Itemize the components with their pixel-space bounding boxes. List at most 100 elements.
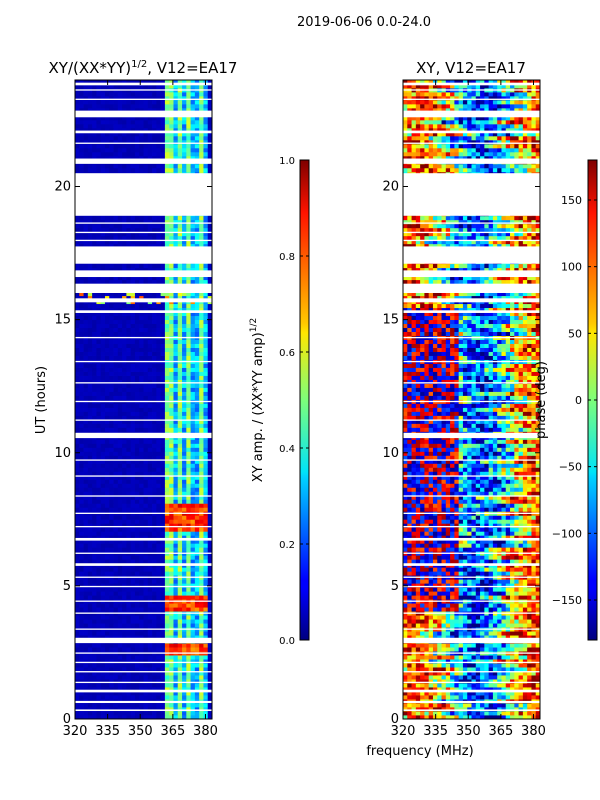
heatmap-cell: [194, 231, 200, 237]
heatmap-cell: [169, 607, 174, 612]
heatmap-cell: [100, 647, 106, 652]
heatmap-cell: [83, 391, 89, 396]
heatmap-cell: [164, 595, 170, 600]
heatmap-cell: [199, 375, 204, 380]
heatmap-cell: [194, 127, 200, 133]
heatmap-cell: [139, 99, 144, 105]
heatmap-cell: [186, 519, 191, 524]
heatmap-cell: [156, 467, 162, 472]
heatmap-cell: [143, 267, 149, 273]
heatmap-cell: [122, 507, 127, 512]
heatmap-cell: [156, 571, 162, 576]
heatmap-cell: [87, 135, 93, 141]
heatmap-cell: [190, 223, 196, 229]
heatmap-cell: [139, 427, 144, 432]
heatmap-cell: [130, 403, 136, 408]
heatmap-cell: [190, 503, 196, 508]
heatmap-cell: [100, 139, 106, 145]
heatmap-cell: [160, 275, 166, 281]
heatmap-cell: [186, 671, 191, 676]
heatmap-cell: [207, 119, 213, 125]
heatmap-cell: [75, 543, 80, 548]
heatmap-cell: [173, 571, 179, 576]
heatmap-cell: [169, 459, 174, 464]
heatmap-cell: [194, 495, 200, 500]
heatmap-cell: [169, 387, 174, 392]
heatmap-cell: [160, 371, 166, 376]
heatmap-cell: [156, 479, 162, 484]
heatmap-cell: [143, 383, 149, 388]
heatmap-cell: [79, 95, 84, 101]
heatmap-cell: [79, 683, 84, 688]
heatmap-cell: [152, 363, 157, 368]
heatmap-cell: [100, 539, 106, 544]
heatmap-cell: [203, 151, 209, 157]
heatmap-cell: [96, 531, 102, 536]
heatmap-cell: [182, 319, 187, 325]
heatmap-cell: [134, 163, 140, 169]
heatmap-cell: [113, 379, 119, 384]
heatmap-cell: [177, 119, 183, 125]
heatmap-cell: [109, 355, 114, 360]
heatmap-cell: [126, 355, 132, 360]
heatmap-cell: [190, 707, 196, 712]
heatmap-cell: [152, 415, 157, 420]
heatmap-cell: [75, 147, 80, 153]
heatmap-cell: [75, 151, 80, 157]
heatmap-cell: [164, 635, 170, 640]
heatmap-cell: [96, 623, 102, 628]
heatmap-cell: [143, 499, 149, 504]
heatmap-cell: [207, 315, 213, 321]
heatmap-cell: [104, 687, 110, 692]
heatmap-cell: [173, 703, 179, 708]
heatmap-cell: [75, 307, 80, 313]
heatmap-cell: [139, 595, 144, 600]
heatmap-cell: [83, 331, 89, 336]
heatmap-cell: [113, 95, 119, 101]
heatmap-cell: [143, 263, 149, 269]
heatmap-cell: [122, 583, 127, 588]
heatmap-cell: [152, 411, 157, 416]
heatmap-cell: [139, 691, 144, 696]
heatmap-cell: [169, 131, 174, 137]
heatmap-cell: [75, 103, 80, 109]
heatmap-cell: [182, 635, 187, 640]
heatmap-cell: [186, 583, 191, 588]
heatmap-cell: [143, 115, 149, 121]
heatmap-cell: [87, 315, 93, 321]
heatmap-cell: [152, 115, 157, 121]
heatmap-cell: [83, 483, 89, 488]
heatmap-cell: [182, 543, 187, 548]
heatmap-cell: [96, 123, 102, 129]
heatmap-cell: [79, 295, 84, 301]
heatmap-cell: [177, 587, 183, 592]
heatmap-cell: [130, 439, 136, 444]
heatmap-cell: [87, 467, 93, 472]
heatmap-cell: [122, 235, 127, 241]
heatmap-cell: [186, 647, 191, 652]
heatmap-cell: [173, 535, 179, 540]
heatmap-cell: [113, 167, 119, 173]
heatmap-cell: [186, 427, 191, 432]
heatmap-cell: [143, 531, 149, 536]
heatmap-cell: [203, 523, 209, 528]
heatmap-cell: [92, 667, 97, 672]
heatmap-cell: [143, 227, 149, 233]
heatmap-cell: [100, 267, 106, 273]
heatmap-cell: [100, 155, 106, 161]
heatmap-cell: [126, 523, 132, 528]
heatmap-cell: [100, 235, 106, 241]
heatmap-cell: [139, 643, 144, 648]
heatmap-cell: [147, 215, 153, 221]
heatmap-cell: [169, 427, 174, 432]
heatmap-cell: [122, 339, 127, 344]
heatmap-cell: [122, 347, 127, 352]
heatmap-cell: [199, 419, 204, 424]
heatmap-cell: [104, 527, 110, 532]
heatmap-cell: [164, 307, 170, 313]
heatmap-cell: [199, 615, 204, 620]
heatmap-cell: [203, 407, 209, 412]
heatmap-cell: [177, 295, 183, 301]
heatmap-cell: [117, 711, 123, 716]
heatmap-cell: [152, 403, 157, 408]
